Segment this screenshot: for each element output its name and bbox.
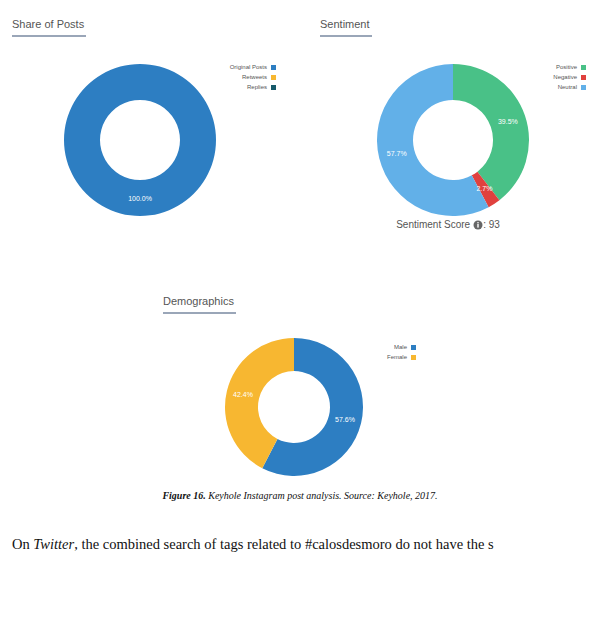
html-text:Neutral: Neutral bbox=[557, 84, 577, 90]
svg-text:2.7%: 2.7% bbox=[476, 185, 492, 192]
svg-text:57.7%: 57.7% bbox=[387, 150, 407, 157]
html-text:Sentiment: Sentiment bbox=[320, 18, 370, 30]
html-text:Retweets: Retweets bbox=[242, 74, 267, 80]
svg-text:42.4%: 42.4% bbox=[233, 391, 253, 398]
html-text:Figure 16. Keyhole Instagram p: Figure 16. Keyhole Instagram post analys… bbox=[162, 490, 438, 501]
html-text:Demographics: Demographics bbox=[163, 295, 234, 307]
html-text:Male: Male bbox=[394, 344, 407, 350]
html-text:Negative: Negative bbox=[553, 74, 577, 80]
html-text:Original Posts: Original Posts bbox=[229, 64, 267, 70]
svg-text:57.6%: 57.6% bbox=[335, 416, 355, 423]
html-text:Female: Female bbox=[387, 354, 407, 360]
html-text:On Twitter, the combined searc: On Twitter, the combined search of tags … bbox=[12, 536, 494, 552]
html-text:: 93: : 93 bbox=[483, 219, 500, 230]
svg-text:39.5%: 39.5% bbox=[498, 118, 518, 125]
html-text:Replies: Replies bbox=[247, 84, 267, 90]
html-text:Positive: Positive bbox=[556, 64, 577, 70]
html-text:Sentiment Score: Sentiment Score bbox=[396, 219, 471, 230]
svg-text:100.0%: 100.0% bbox=[128, 195, 152, 202]
html-text:Share of Posts: Share of Posts bbox=[12, 18, 85, 30]
